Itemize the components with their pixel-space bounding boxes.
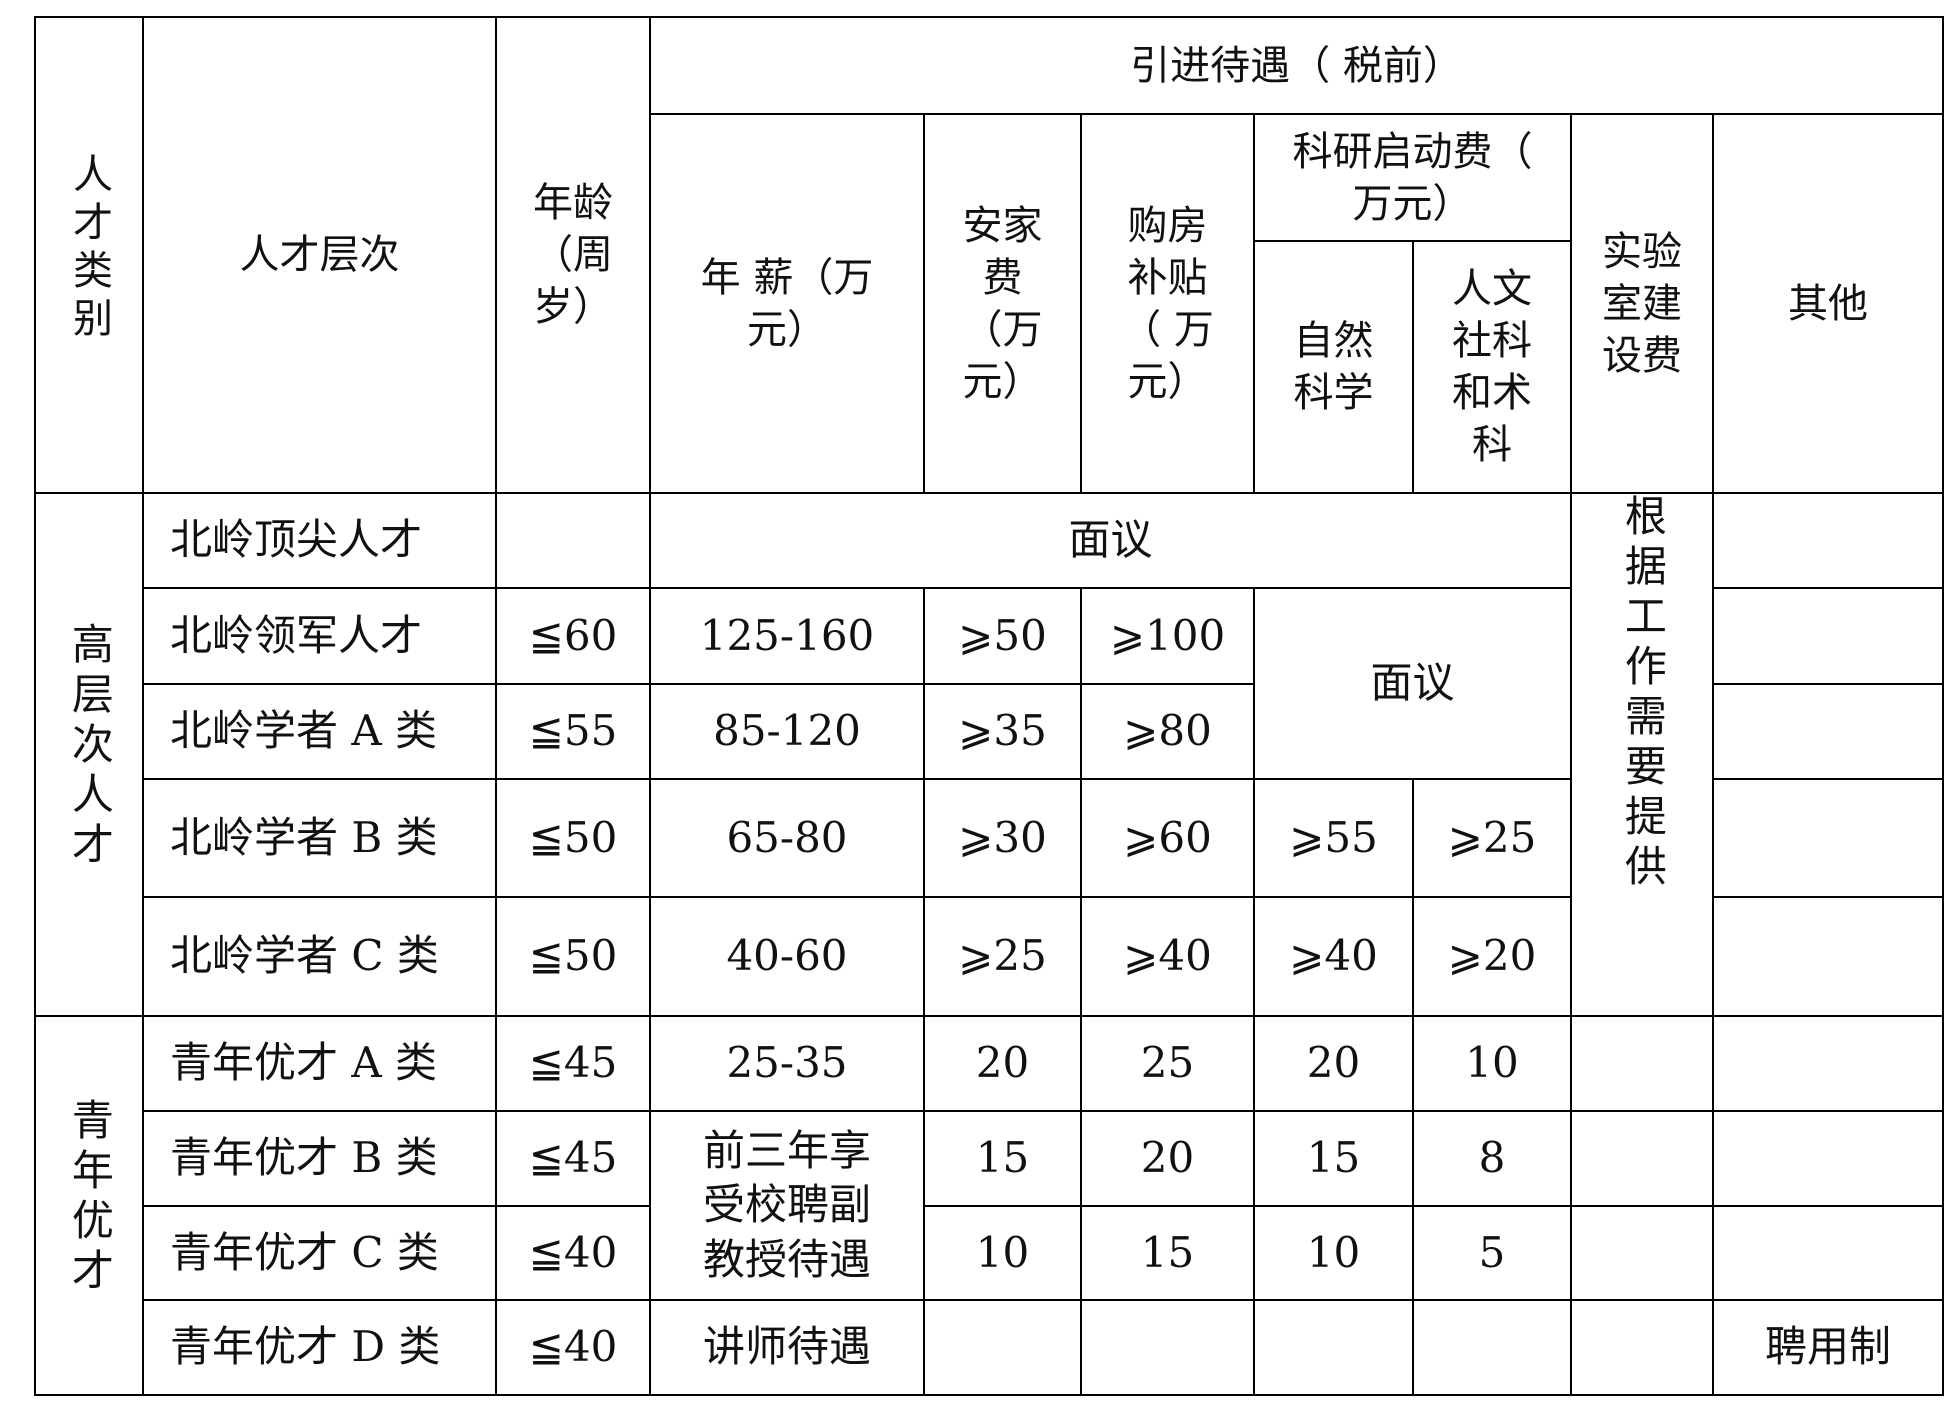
lab-cell bbox=[1570, 1015, 1714, 1112]
header-age: 年龄（周岁） bbox=[495, 16, 651, 494]
header-settling: 安家费（万元） bbox=[923, 113, 1082, 494]
natural-cell: ⩾55 bbox=[1253, 778, 1414, 898]
age-cell: ≦45 bbox=[495, 1015, 651, 1112]
talent-benefits-table: 人才类别 人才层次 年龄（周岁） 引进待遇（ 税前） 年 薪（万元） 安家费（万… bbox=[34, 16, 1944, 1396]
age-cell: ≦55 bbox=[495, 683, 651, 780]
other-cell bbox=[1712, 1205, 1944, 1301]
age-cell: ≦60 bbox=[495, 587, 651, 685]
settling-cell: ⩾35 bbox=[923, 683, 1082, 780]
humanities-cell: ⩾25 bbox=[1412, 778, 1572, 898]
level-cell: 青年优才 A 类 bbox=[142, 1015, 497, 1112]
header-housing: 购房补贴（ 万元） bbox=[1080, 113, 1255, 494]
lab-note-cell: 根据工作需要提供 bbox=[1570, 492, 1714, 1017]
table-row: 北岭学者 B 类 ≦50 65-80 ⩾30 ⩾60 ⩾55 ⩾25 bbox=[35, 778, 1944, 898]
lab-note-cell-text: 根据工作需要提供 bbox=[1618, 494, 1668, 894]
table-row: 北岭学者 C 类 ≦50 40-60 ⩾25 ⩾40 ⩾40 ⩾20 bbox=[35, 896, 1944, 1017]
young-bc-salary-cell: 前三年享受校聘副教授待遇 bbox=[649, 1110, 925, 1301]
housing-cell: ⩾80 bbox=[1080, 683, 1255, 780]
housing-cell: ⩾40 bbox=[1080, 896, 1255, 1017]
salary-cell: 65-80 bbox=[649, 778, 925, 898]
lab-cell bbox=[1570, 1110, 1714, 1207]
lab-cell bbox=[1570, 1299, 1714, 1396]
settling-cell: ⩾25 bbox=[923, 896, 1082, 1017]
humanities-cell: 5 bbox=[1412, 1205, 1572, 1301]
group-senior-text: 高层次人才 bbox=[65, 622, 115, 873]
age-cell: ≦40 bbox=[495, 1299, 651, 1396]
natural-cell: ⩾40 bbox=[1253, 896, 1414, 1017]
salary-cell: 40-60 bbox=[649, 896, 925, 1017]
salary-cell: 125-160 bbox=[649, 587, 925, 685]
other-cell bbox=[1712, 1110, 1944, 1207]
header-humanities: 人文社科和术科 bbox=[1412, 240, 1572, 494]
age-cell: ≦50 bbox=[495, 896, 651, 1017]
level-cell: 青年优才 D 类 bbox=[142, 1299, 497, 1396]
humanities-cell: 8 bbox=[1412, 1110, 1572, 1207]
housing-cell: 15 bbox=[1080, 1205, 1255, 1301]
age-cell: ≦40 bbox=[495, 1205, 651, 1301]
age-cell: ≦45 bbox=[495, 1110, 651, 1207]
header-benefits: 引进待遇（ 税前） bbox=[649, 16, 1944, 115]
housing-cell: 20 bbox=[1080, 1110, 1255, 1207]
other-cell bbox=[1712, 778, 1944, 898]
table-row: 青年优才 C 类 ≦40 10 15 10 5 bbox=[35, 1205, 1944, 1301]
humanities-cell bbox=[1412, 1299, 1572, 1396]
level-cell: 青年优才 B 类 bbox=[142, 1110, 497, 1207]
natural-cell: 10 bbox=[1253, 1205, 1414, 1301]
table-row: 青年优才 青年优才 A 类 ≦45 25-35 20 25 20 10 bbox=[34, 1015, 1944, 1396]
header-other: 其他 bbox=[1712, 113, 1944, 494]
table-row: 北岭领军人才 ≦60 125-160 ⩾50 ⩾100 面议 bbox=[35, 587, 1944, 780]
table-row: 青年优才 B 类 ≦45 前三年享受校聘副教授待遇 15 20 15 8 bbox=[35, 1110, 1944, 1301]
settling-cell bbox=[923, 1299, 1082, 1396]
level-cell: 青年优才 C 类 bbox=[142, 1205, 497, 1301]
group-young-text: 青年优才 bbox=[65, 1098, 115, 1299]
negotiable-cell: 面议 bbox=[649, 492, 1572, 589]
group-senior: 高层次人才 bbox=[34, 492, 144, 1017]
table-row: 青年优才 D 类 ≦40 讲师待遇 聘用制 bbox=[35, 1299, 1944, 1396]
header-category: 人才类别 bbox=[34, 16, 144, 494]
level-cell: 北岭领军人才 bbox=[142, 587, 497, 685]
natural-cell: 20 bbox=[1253, 1015, 1414, 1112]
housing-cell: 25 bbox=[1080, 1015, 1255, 1112]
other-cell bbox=[1712, 896, 1944, 1017]
natural-cell: 15 bbox=[1253, 1110, 1414, 1207]
salary-cell: 25-35 bbox=[649, 1015, 925, 1112]
settling-cell: ⩾50 bbox=[923, 587, 1082, 685]
settling-cell: 15 bbox=[923, 1110, 1082, 1207]
header-research: 科研启动费（ 万元） bbox=[1253, 113, 1572, 242]
humanities-cell: ⩾20 bbox=[1412, 896, 1572, 1017]
housing-cell: ⩾60 bbox=[1080, 778, 1255, 898]
header-natural: 自然科学 bbox=[1253, 240, 1414, 494]
table-row: 高层次人才 北岭顶尖人才 面议 根据工作需要提供 bbox=[34, 492, 1944, 1017]
research-negotiable-cell: 面议 bbox=[1253, 587, 1572, 780]
humanities-cell: 10 bbox=[1412, 1015, 1572, 1112]
other-cell bbox=[1712, 492, 1944, 589]
other-cell bbox=[1712, 587, 1944, 685]
level-cell: 北岭学者 B 类 bbox=[142, 778, 497, 898]
level-cell: 北岭学者 A 类 bbox=[142, 683, 497, 780]
settling-cell: 10 bbox=[923, 1205, 1082, 1301]
salary-cell: 85-120 bbox=[649, 683, 925, 780]
settling-cell: ⩾30 bbox=[923, 778, 1082, 898]
header-lab: 实验室建设费 bbox=[1570, 113, 1714, 494]
table-row: 北岭学者 A 类 ≦55 85-120 ⩾35 ⩾80 bbox=[35, 683, 1944, 780]
lab-cell bbox=[1570, 1205, 1714, 1301]
other-cell bbox=[1712, 683, 1944, 780]
settling-cell: 20 bbox=[923, 1015, 1082, 1112]
level-cell: 北岭学者 C 类 bbox=[142, 896, 497, 1017]
header-level: 人才层次 bbox=[142, 16, 497, 494]
level-cell: 北岭顶尖人才 bbox=[142, 492, 497, 589]
natural-cell bbox=[1253, 1299, 1414, 1396]
salary-cell: 讲师待遇 bbox=[649, 1299, 925, 1396]
header-salary: 年 薪（万元） bbox=[649, 113, 925, 494]
housing-cell: ⩾100 bbox=[1080, 587, 1255, 685]
housing-cell bbox=[1080, 1299, 1255, 1396]
other-cell bbox=[1712, 1015, 1944, 1112]
age-cell bbox=[495, 492, 651, 589]
age-cell: ≦50 bbox=[495, 778, 651, 898]
other-cell: 聘用制 bbox=[1712, 1299, 1944, 1396]
group-young: 青年优才 bbox=[34, 1015, 144, 1396]
